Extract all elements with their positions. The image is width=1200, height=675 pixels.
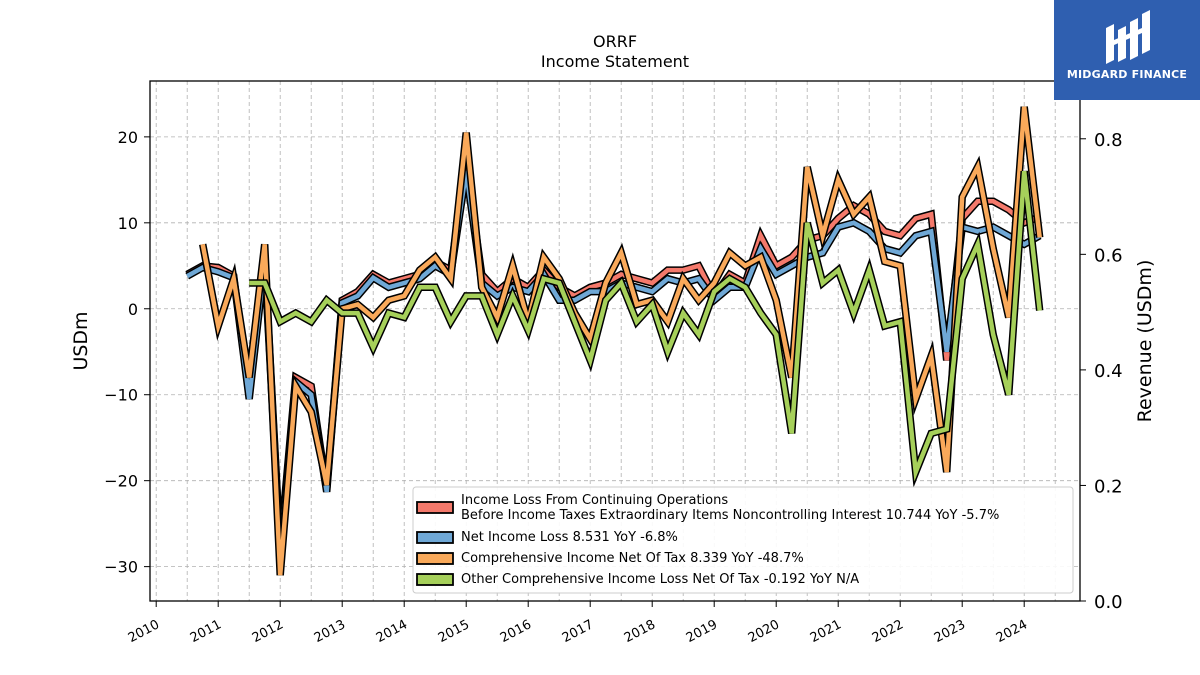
x-tick-label: 2017 <box>560 617 596 646</box>
brand-name: MIDGARD FINANCE <box>1066 68 1188 81</box>
x-tick-label: 2023 <box>932 617 968 646</box>
legend: Income Loss From Continuing Operations Be… <box>412 486 1074 594</box>
y-right-tick-label: 0.2 <box>1094 476 1123 497</box>
plot-frame <box>149 80 1081 602</box>
y-tick-label: 0 <box>128 300 138 319</box>
y-tick-label: −20 <box>104 472 138 491</box>
brand-logo: MIDGARD FINANCE <box>1054 0 1200 100</box>
legend-swatch <box>416 531 454 544</box>
x-tick-label: 2016 <box>498 617 534 646</box>
series-3-line <box>249 170 1042 482</box>
x-tick-label: 2015 <box>436 617 472 646</box>
x-tick-label: 2010 <box>126 617 162 646</box>
y-tick-label: 20 <box>118 128 138 147</box>
x-tick-label: 2019 <box>684 617 720 646</box>
legend-label-line: Income Loss From Continuing Operations <box>461 493 728 508</box>
x-tick-label: 2021 <box>808 617 844 646</box>
y-tick-label: 10 <box>118 214 138 233</box>
legend-swatch <box>416 501 454 514</box>
chart-title: ORRF <box>593 32 637 51</box>
legend-label: Income Loss From Continuing Operations Be… <box>461 493 999 523</box>
x-tick-label: 2024 <box>994 617 1030 646</box>
x-tick-label: 2020 <box>746 617 782 646</box>
x-tick-label: 2012 <box>250 617 286 646</box>
y-axis-right-label: Revenue (USDm) <box>1134 260 1156 423</box>
y-axis-label: USDm <box>70 311 92 370</box>
x-tick-label: 2018 <box>622 617 658 646</box>
legend-label-line: Before Income Taxes Extraordinary Items … <box>461 508 999 523</box>
legend-label: Comprehensive Income Net Of Tax 8.339 Yo… <box>461 551 804 566</box>
legend-swatch <box>416 552 454 565</box>
y-ticks-right: 0.0 0.2 0.4 0.6 0.8 <box>1080 130 1123 613</box>
midgard-logo-icon <box>1106 10 1150 64</box>
legend-label-line: Other Comprehensive Income Loss Net Of T… <box>461 572 859 587</box>
legend-box <box>412 486 1074 594</box>
y-right-tick-label: 0.4 <box>1094 361 1123 382</box>
legend-label-line: Net Income Loss 8.531 YoY -6.8% <box>461 530 678 545</box>
legend-label: Other Comprehensive Income Loss Net Of T… <box>461 572 859 587</box>
series-lines <box>185 106 1044 576</box>
legend-label: Net Income Loss 8.531 YoY -6.8% <box>461 530 678 545</box>
legend-swatch <box>416 573 454 586</box>
y-right-tick-label: 0.6 <box>1094 245 1123 266</box>
y-right-tick-label: 0.0 <box>1094 592 1123 613</box>
y-ticks-left: −30 −20 −10 0 10 20 <box>104 128 150 577</box>
x-tick-label: 2022 <box>870 617 906 646</box>
x-tick-label: 2013 <box>312 617 348 646</box>
x-tick-label: 2011 <box>188 617 224 646</box>
y-right-tick-label: 0.8 <box>1094 130 1123 151</box>
x-tick-label: 2014 <box>374 617 410 646</box>
chart-subtitle: Income Statement <box>541 52 689 71</box>
y-tick-label: −30 <box>104 558 138 577</box>
legend-label-line: Comprehensive Income Net Of Tax 8.339 Yo… <box>461 551 804 566</box>
y-tick-label: −10 <box>104 386 138 405</box>
x-ticks: 2010 2011 2012 2013 2014 2015 2016 2017 2018 2019… <box>126 601 1030 646</box>
